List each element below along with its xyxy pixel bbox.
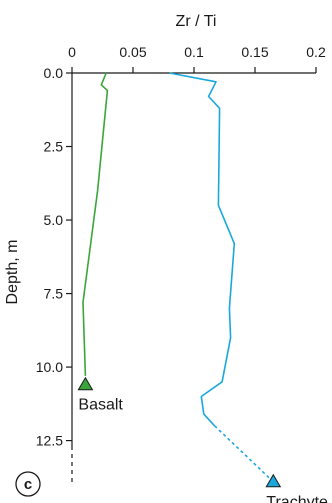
x-axis-title: Zr / Ti xyxy=(176,13,217,30)
y-axis-title: Depth, m xyxy=(4,240,21,305)
series-layer: Basalt Trachyte xyxy=(77,72,328,503)
y-tick-label: 0.0 xyxy=(44,65,64,81)
x-tick-label: 0 xyxy=(68,44,76,60)
y-tick-label: 2.5 xyxy=(44,139,64,155)
y-tick-label: 10.0 xyxy=(36,359,63,375)
x-tick-label: 0.1 xyxy=(184,44,204,60)
y-tick-label: 12.5 xyxy=(36,433,63,449)
series-dashed-continuation-1 xyxy=(214,425,274,483)
end-marker-triangle-1 xyxy=(265,473,282,488)
panel-label-circle xyxy=(15,471,41,497)
panel-label: c xyxy=(24,476,32,493)
y-tick-label: 5.0 xyxy=(44,212,64,228)
y-tick-label: 7.5 xyxy=(44,286,64,302)
x-tick-label: 0.15 xyxy=(241,44,268,60)
x-ticks: 0 0.05 0.1 0.15 0.2 xyxy=(68,44,326,73)
end-marker-label-1: Trachyte xyxy=(266,494,328,503)
end-marker-triangle-0 xyxy=(77,376,94,391)
x-tick-label: 0.2 xyxy=(306,44,326,60)
x-tick-label: 0.05 xyxy=(119,44,146,60)
y-ticks: 0.0 2.5 5.0 7.5 10.0 12.5 xyxy=(36,65,72,449)
series-line-0 xyxy=(82,72,109,376)
series-line-1 xyxy=(169,72,236,427)
end-marker-label-0: Basalt xyxy=(78,397,123,414)
panel-label-badge: c xyxy=(15,471,41,497)
